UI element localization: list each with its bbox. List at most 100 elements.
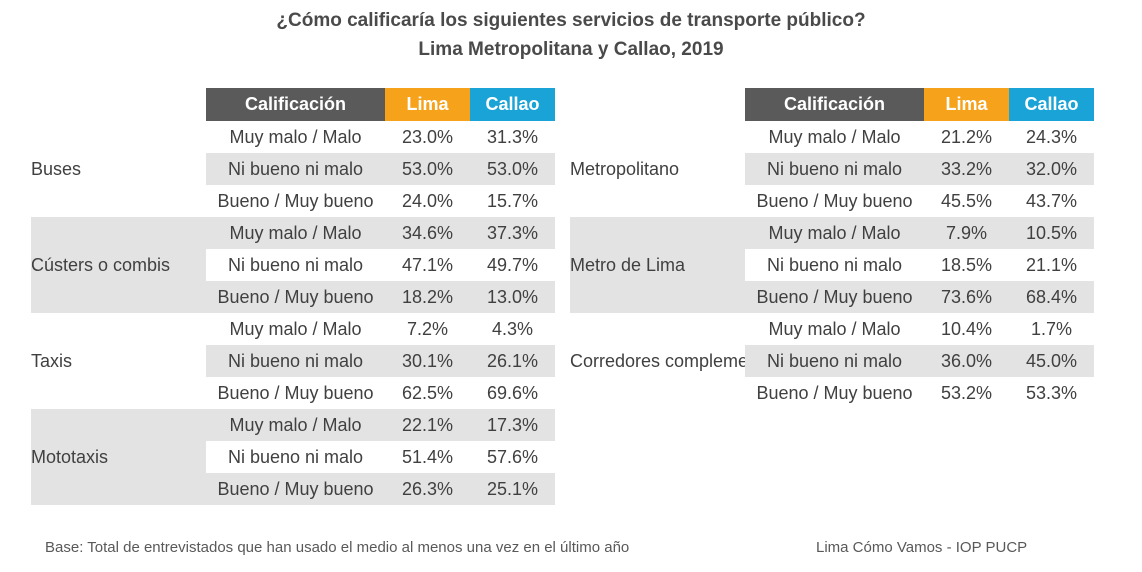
- table-row: Bueno / Muy bueno 26.3% 25.1%: [31, 473, 555, 505]
- callao-value: 53.0%: [470, 153, 555, 185]
- callao-value: 31.3%: [486, 127, 539, 147]
- table-row: Bueno / Muy bueno 18.2% 13.0%: [31, 281, 555, 313]
- rating-cell: Muy malo / Malo: [229, 127, 362, 147]
- callao-value: 24.3%: [1025, 127, 1078, 147]
- rating-cell: Muy malo / Malo: [745, 217, 924, 249]
- category-label: Buses: [31, 159, 82, 179]
- rating-cell: Ni bueno ni malo: [745, 345, 924, 377]
- callao-value: 68.4%: [1009, 281, 1094, 313]
- callao-value: 69.6%: [486, 383, 539, 403]
- rating-cell: Ni bueno ni malo: [227, 447, 364, 467]
- lima-value: 45.5%: [940, 191, 993, 211]
- chart-title: ¿Cómo calificaría los siguientes servici…: [0, 6, 1142, 64]
- lima-value: 62.5%: [401, 383, 454, 403]
- rating-cell: Bueno / Muy bueno: [756, 191, 913, 211]
- rating-cell: Ni bueno ni malo: [227, 255, 364, 275]
- lima-value: 36.0%: [924, 345, 1009, 377]
- lima-value: 7.2%: [406, 319, 449, 339]
- table-row: Taxis Muy malo / Malo 7.2% 4.3%: [31, 313, 555, 371]
- callao-value: 13.0%: [470, 281, 555, 313]
- lima-value: 26.3%: [385, 473, 470, 505]
- left-table: Calificación Lima Callao Buses Muy malo /…: [31, 88, 555, 505]
- table-row: Corredores complementarios Muy malo / Mal…: [570, 313, 1094, 371]
- lima-value: 23.0%: [401, 127, 454, 147]
- footer-source: Lima Cómo Vamos - IOP PUCP: [816, 539, 1028, 556]
- rating-cell: Muy malo / Malo: [229, 319, 362, 339]
- table-row: Mototaxis Muy malo / Malo 22.1% 17.3%: [31, 409, 555, 505]
- table-row: Ni bueno ni malo 18.5% 21.1%: [570, 249, 1094, 281]
- left-header-blank: [31, 88, 206, 121]
- lima-value: 53.0%: [385, 153, 470, 185]
- group: Buses Muy malo / Malo 23.0% 31.3% Ni bueno n…: [31, 121, 555, 217]
- left-header-row: Calificación Lima Callao: [31, 88, 555, 121]
- right-header-calificacion: Calificación: [745, 88, 924, 121]
- table-row: Bueno / Muy bueno 62.5% 69.6%: [31, 377, 555, 409]
- lima-value: 51.4%: [401, 447, 454, 467]
- table-row: Ni bueno ni malo 47.1% 49.7%: [31, 249, 555, 281]
- left-header-calificacion: Calificación: [206, 88, 385, 121]
- callao-value: 21.1%: [1025, 255, 1078, 275]
- lima-value: 7.9%: [924, 217, 1009, 249]
- right-table: Calificación Lima Callao Metropolitano Mu…: [570, 88, 1094, 409]
- rating-cell: Bueno / Muy bueno: [206, 473, 385, 505]
- table-row: Buses Muy malo / Malo 23.0% 31.3%: [31, 121, 555, 179]
- right-header-lima: Lima: [924, 88, 1009, 121]
- lima-value: 22.1%: [385, 409, 470, 441]
- table-row: Bueno / Muy bueno 73.6% 68.4%: [570, 281, 1094, 313]
- category-label: Metro de Lima: [570, 217, 745, 313]
- category-label: Corredores complementarios: [570, 351, 745, 371]
- table-row: Ni bueno ni malo 30.1% 26.1%: [31, 345, 555, 377]
- rating-cell: Bueno / Muy bueno: [217, 383, 374, 403]
- lima-value: 18.2%: [385, 281, 470, 313]
- lima-value: 73.6%: [924, 281, 1009, 313]
- lima-value: 34.6%: [385, 217, 470, 249]
- rating-cell: Bueno / Muy bueno: [206, 281, 385, 313]
- title-line-2: Lima Metropolitana y Callao, 2019: [418, 39, 724, 60]
- callao-value: 37.3%: [470, 217, 555, 249]
- callao-value: 57.6%: [486, 447, 539, 467]
- right-header-blank: [570, 88, 745, 121]
- table-row: Cústers o combis Muy malo / Malo 34.6% 37.3…: [31, 217, 555, 313]
- group: Mototaxis Muy malo / Malo 22.1% 17.3% Ni bue…: [31, 409, 555, 505]
- rating-cell: Muy malo / Malo: [206, 217, 385, 249]
- table-row: Ni bueno ni malo 36.0% 45.0%: [570, 345, 1094, 377]
- right-header-row: Calificación Lima Callao: [570, 88, 1094, 121]
- group: Corredores complementarios Muy malo / Mal…: [570, 313, 1094, 409]
- table-row: Metro de Lima Muy malo / Malo 7.9% 10.5%: [570, 217, 1094, 313]
- left-header-lima: Lima: [385, 88, 470, 121]
- callao-value: 17.3%: [470, 409, 555, 441]
- table-row: Bueno / Muy bueno 24.0% 15.7%: [31, 185, 555, 217]
- lima-value: 47.1%: [401, 255, 454, 275]
- callao-value: 25.1%: [470, 473, 555, 505]
- category-label: Cústers o combis: [31, 217, 206, 313]
- callao-value: 10.5%: [1009, 217, 1094, 249]
- group: Cústers o combis Muy malo / Malo 34.6% 37.3…: [31, 217, 555, 313]
- callao-value: 4.3%: [491, 319, 534, 339]
- rating-cell: Ni bueno ni malo: [766, 255, 903, 275]
- group: Metro de Lima Muy malo / Malo 7.9% 10.5% Ni …: [570, 217, 1094, 313]
- callao-value: 15.7%: [486, 191, 539, 211]
- rating-cell: Muy malo / Malo: [768, 319, 901, 339]
- lima-value: 33.2%: [924, 153, 1009, 185]
- lima-value: 24.0%: [401, 191, 454, 211]
- rating-cell: Muy malo / Malo: [206, 409, 385, 441]
- rating-cell: Muy malo / Malo: [768, 127, 901, 147]
- table-row: Bueno / Muy bueno 53.2% 53.3%: [570, 377, 1094, 409]
- rating-cell: Ni bueno ni malo: [206, 345, 385, 377]
- rating-cell: Ni bueno ni malo: [206, 153, 385, 185]
- left-header-callao: Callao: [470, 88, 555, 121]
- table-row: Bueno / Muy bueno 45.5% 43.7%: [570, 185, 1094, 217]
- callao-value: 53.3%: [1025, 383, 1078, 403]
- group: Taxis Muy malo / Malo 7.2% 4.3% Ni bueno ni …: [31, 313, 555, 409]
- lima-value: 21.2%: [940, 127, 993, 147]
- lima-value: 18.5%: [940, 255, 993, 275]
- lima-value: 30.1%: [385, 345, 470, 377]
- callao-value: 32.0%: [1009, 153, 1094, 185]
- rating-cell: Bueno / Muy bueno: [756, 383, 913, 403]
- category-label: Metropolitano: [570, 159, 680, 179]
- table-row: Metropolitano Muy malo / Malo 21.2% 24.3%: [570, 121, 1094, 179]
- lima-value: 53.2%: [940, 383, 993, 403]
- callao-value: 26.1%: [470, 345, 555, 377]
- category-label: Taxis: [31, 351, 73, 371]
- lima-value: 10.4%: [940, 319, 993, 339]
